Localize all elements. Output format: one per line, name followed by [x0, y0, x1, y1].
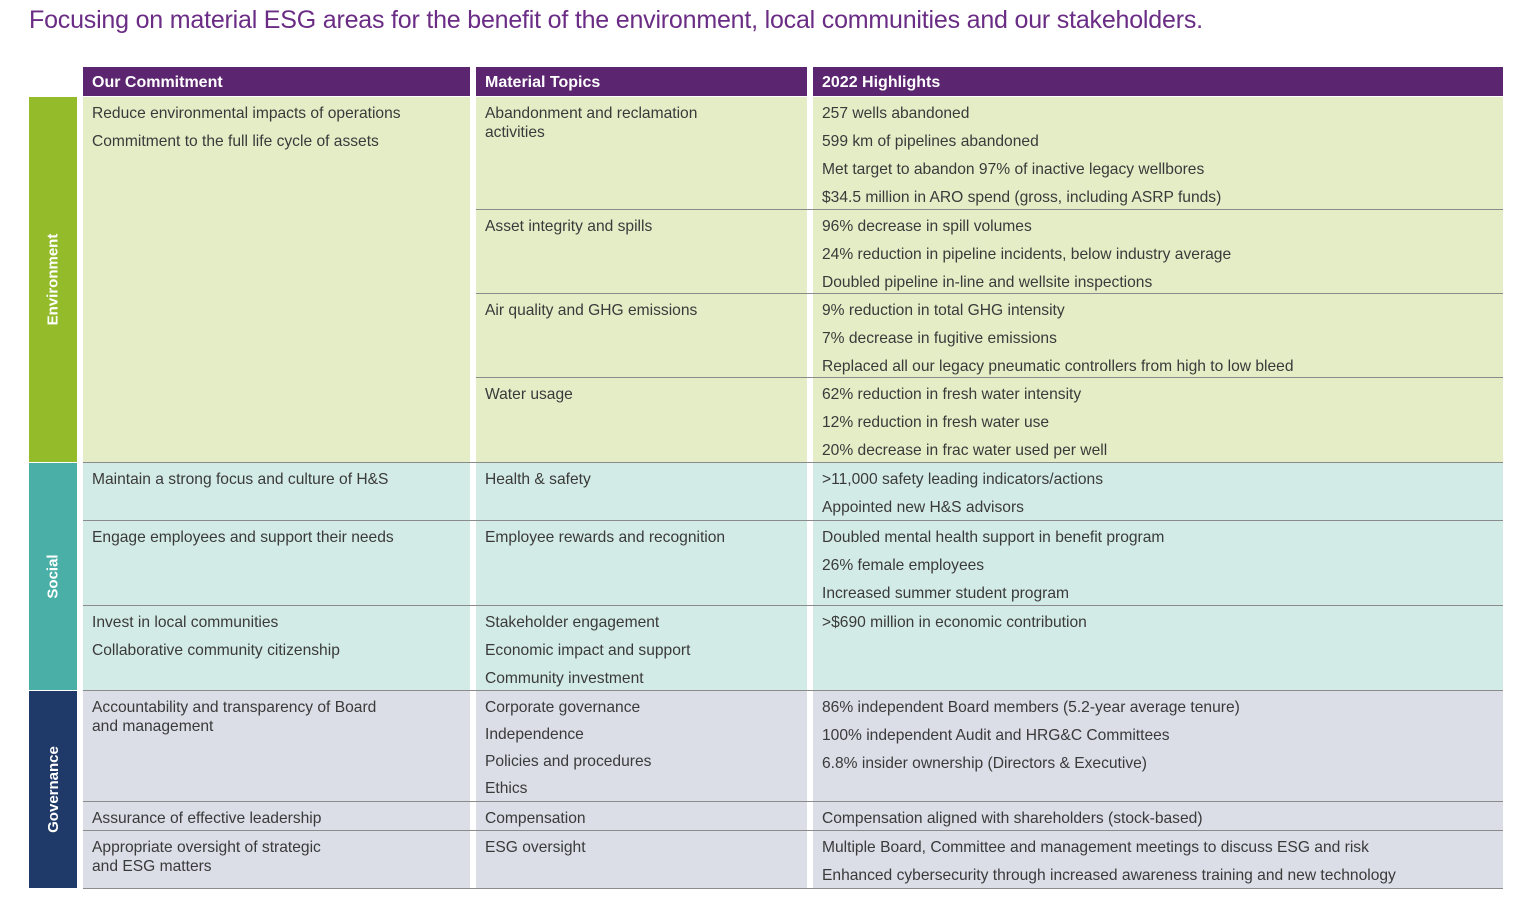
row-divider — [476, 377, 1503, 378]
section-divider — [83, 690, 1503, 691]
commitment-text: Engage employees and support their needs — [92, 529, 394, 546]
commitment-text: and management — [92, 718, 214, 735]
header-our-commitment: Our Commitment — [83, 67, 470, 96]
topic-text: Asset integrity and spills — [485, 218, 653, 235]
topic-cell: ESG oversight — [476, 831, 807, 888]
highlight-text: 62% reduction in fresh water intensity — [822, 386, 1082, 403]
commitment-cell: Accountability and transparency of Board… — [83, 691, 470, 801]
highlight-text: $34.5 million in ARO spend (gross, inclu… — [822, 189, 1222, 206]
highlights-cell: Doubled mental health support in benefit… — [813, 521, 1503, 605]
social-section-bar: Social — [29, 463, 77, 690]
highlight-text: Multiple Board, Committee and management… — [822, 839, 1369, 856]
highlight-text: 12% reduction in fresh water use — [822, 414, 1050, 431]
commitment-text: Collaborative community citizenship — [92, 642, 340, 659]
topic-cell: Health & safety — [476, 463, 807, 520]
commitment-text: Reduce environmental impacts of operatio… — [92, 105, 401, 122]
commitment-cell: Engage employees and support their needs — [83, 521, 470, 605]
highlight-text: Compensation aligned with shareholders (… — [822, 810, 1203, 827]
topic-text: ESG oversight — [485, 839, 586, 856]
commitment-cell: Appropriate oversight of strategic and E… — [83, 831, 470, 888]
highlight-text: 257 wells abandoned — [822, 105, 970, 122]
commitment-text: Assurance of effective leadership — [92, 810, 322, 827]
commitment-cell: Invest in local communities Collaborativ… — [83, 606, 470, 690]
social-label: Social — [44, 554, 62, 599]
environment-label: Environment — [44, 233, 62, 326]
topic-text: Air quality and GHG emissions — [485, 302, 698, 319]
highlight-text: 20% decrease in frac water used per well — [822, 442, 1108, 459]
highlight-text: 96% decrease in spill volumes — [822, 218, 1032, 235]
page-title: Focusing on material ESG areas for the b… — [29, 6, 1203, 34]
row-divider — [83, 830, 1503, 831]
highlights-cell: 62% reduction in fresh water intensity 1… — [813, 378, 1503, 462]
highlights-cell: >11,000 safety leading indicators/action… — [813, 463, 1503, 520]
highlight-text: 7% decrease in fugitive emissions — [822, 330, 1057, 347]
highlights-cell: 86% independent Board members (5.2-year … — [813, 691, 1503, 801]
topic-text: Water usage — [485, 386, 573, 403]
topic-cell: Stakeholder engagement Economic impact a… — [476, 606, 807, 690]
highlight-text: Enhanced cybersecurity through increased… — [822, 867, 1396, 884]
highlight-text: 26% female employees — [822, 557, 985, 574]
topic-text: Abandonment and reclamation — [485, 105, 698, 122]
row-divider — [476, 293, 1503, 294]
highlight-text: Doubled pipeline in-line and wellsite in… — [822, 274, 1153, 291]
environment-section-bar: Environment — [29, 97, 77, 462]
header-2022-highlights: 2022 Highlights — [813, 67, 1503, 96]
topic-text: Corporate governance — [485, 699, 641, 716]
row-divider — [83, 801, 1503, 802]
environment-commitment-cell: Reduce environmental impacts of operatio… — [83, 97, 470, 462]
commitment-cell: Assurance of effective leadership — [83, 802, 470, 830]
commitment-text: Commitment to the full life cycle of ass… — [92, 133, 379, 150]
row-divider — [476, 209, 1503, 210]
commitment-text: Maintain a strong focus and culture of H… — [92, 471, 389, 488]
topic-text: Compensation — [485, 810, 586, 827]
commitment-cell: Maintain a strong focus and culture of H… — [83, 463, 470, 520]
highlight-text: 6.8% insider ownership (Directors & Exec… — [822, 755, 1147, 772]
topic-cell: Air quality and GHG emissions — [476, 294, 807, 377]
row-divider — [83, 605, 1503, 606]
topic-text: Ethics — [485, 780, 528, 797]
section-divider — [83, 462, 1503, 463]
highlight-text: Doubled mental health support in benefit… — [822, 529, 1165, 546]
highlight-text: Met target to abandon 97% of inactive le… — [822, 161, 1205, 178]
highlights-cell: 9% reduction in total GHG intensity 7% d… — [813, 294, 1503, 377]
topic-text: activities — [485, 124, 545, 141]
topic-text: Stakeholder engagement — [485, 614, 660, 631]
highlights-cell: 257 wells abandoned 599 km of pipelines … — [813, 97, 1503, 209]
highlight-text: 24% reduction in pipeline incidents, bel… — [822, 246, 1232, 263]
highlight-text: >$690 million in economic contribution — [822, 614, 1087, 631]
highlight-text: >11,000 safety leading indicators/action… — [822, 471, 1104, 488]
highlights-cell: Compensation aligned with shareholders (… — [813, 802, 1503, 830]
topic-cell: Water usage — [476, 378, 807, 462]
header-material-topics: Material Topics — [476, 67, 807, 96]
highlight-text: Replaced all our legacy pneumatic contro… — [822, 358, 1294, 375]
highlight-text: Appointed new H&S advisors — [822, 499, 1024, 516]
governance-label: Governance — [44, 746, 62, 833]
table-bottom-rule — [83, 888, 1503, 889]
topic-text: Policies and procedures — [485, 753, 652, 770]
highlights-cell: Multiple Board, Committee and management… — [813, 831, 1503, 888]
topic-text: Community investment — [485, 670, 644, 687]
highlights-cell: 96% decrease in spill volumes 24% reduct… — [813, 210, 1503, 293]
topic-text: Health & safety — [485, 471, 591, 488]
topic-cell: Asset integrity and spills — [476, 210, 807, 293]
highlight-text: 599 km of pipelines abandoned — [822, 133, 1039, 150]
row-divider — [83, 520, 1503, 521]
governance-section-bar: Governance — [29, 691, 77, 888]
commitment-text: Accountability and transparency of Board — [92, 699, 377, 716]
topic-cell: Corporate governance Independence Polici… — [476, 691, 807, 801]
commitment-text: Appropriate oversight of strategic — [92, 839, 321, 856]
topic-cell: Employee rewards and recognition — [476, 521, 807, 605]
topic-cell: Abandonment and reclamation activities — [476, 97, 807, 209]
topic-text: Economic impact and support — [485, 642, 691, 659]
highlight-text: 100% independent Audit and HRG&C Committ… — [822, 727, 1170, 744]
highlight-text: 9% reduction in total GHG intensity — [822, 302, 1065, 319]
highlights-cell: >$690 million in economic contribution — [813, 606, 1503, 690]
commitment-text: Invest in local communities — [92, 614, 279, 631]
commitment-text: and ESG matters — [92, 858, 212, 875]
topic-text: Employee rewards and recognition — [485, 529, 726, 546]
highlight-text: Increased summer student program — [822, 585, 1070, 602]
topic-text: Independence — [485, 726, 584, 743]
highlight-text: 86% independent Board members (5.2-year … — [822, 699, 1240, 716]
topic-cell: Compensation — [476, 802, 807, 830]
